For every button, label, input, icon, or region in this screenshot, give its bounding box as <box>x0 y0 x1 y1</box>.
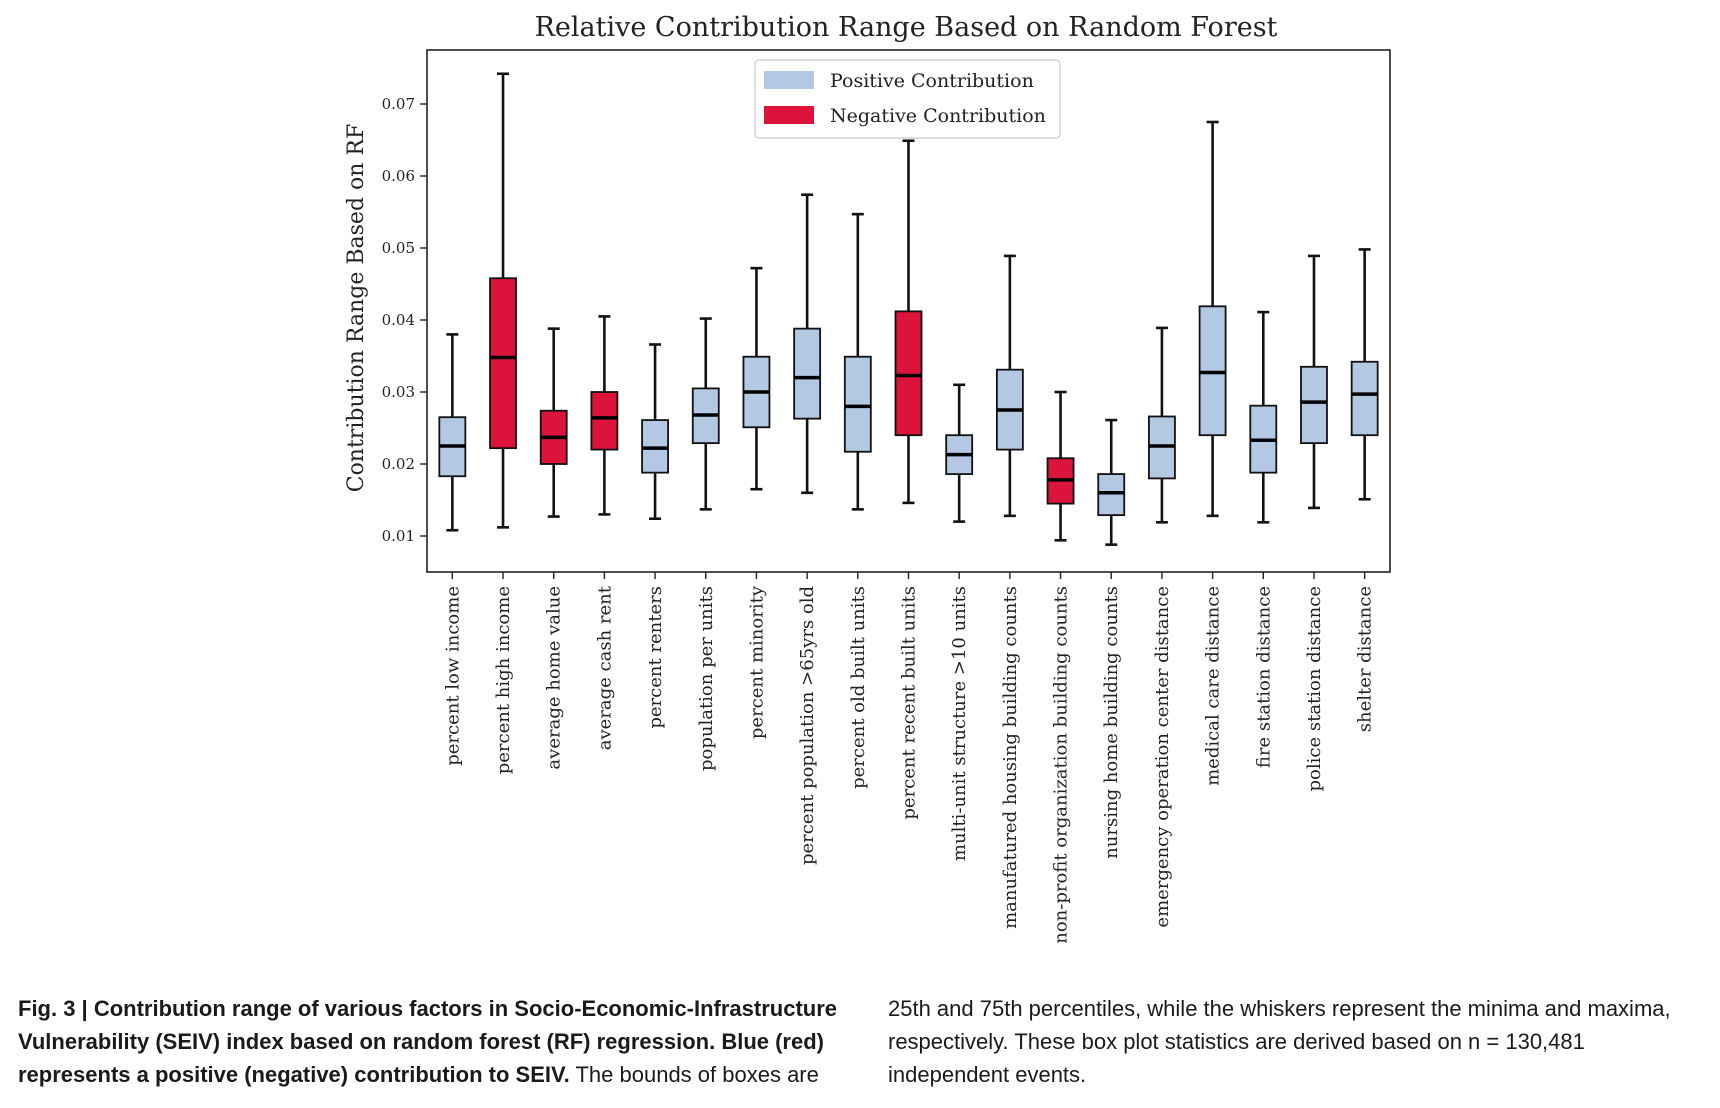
x-tick-label: manufatured housing building counts <box>1000 586 1021 929</box>
caption-left-text: The bounds of boxes are <box>569 1062 819 1087</box>
y-tick-label: 0.02 <box>382 455 415 473</box>
figure-caption-left: Fig. 3 | Contribution range of various f… <box>18 992 858 1091</box>
x-tick-label: police station distance <box>1304 586 1325 791</box>
box-positive <box>843 355 872 453</box>
box-positive <box>1097 473 1126 517</box>
x-tick-label: percent renters <box>645 586 666 729</box>
box-plot-chart: Relative Contribution Range Based on Ran… <box>344 12 1391 944</box>
box-positive <box>641 419 669 474</box>
box-positive <box>1350 360 1379 437</box>
legend-swatch <box>764 106 814 124</box>
box-positive <box>793 327 822 420</box>
x-tick-label: fire station distance <box>1253 586 1274 768</box>
y-tick-label: 0.05 <box>382 239 415 257</box>
x-tick-label: percent high income <box>493 586 514 774</box>
y-tick-label: 0.03 <box>382 383 415 401</box>
box-positive <box>1198 305 1227 437</box>
x-tick-label: nursing home building counts <box>1101 586 1122 859</box>
legend-swatch <box>764 71 814 89</box>
x-tick-label: non-profit organization building counts <box>1051 586 1072 944</box>
x-tick-label: shelter distance <box>1355 586 1376 732</box>
x-tick-label: percent minority <box>746 585 767 739</box>
legend-frame <box>754 59 1061 139</box>
plot-area: 0.01 0.02 0.03 0.04 0.05 0.06 0.07 percent low … <box>382 49 1391 944</box>
legend-label: Negative Contribution <box>830 105 1046 127</box>
legend: Positive Contribution Negative Contributi… <box>754 59 1061 139</box>
x-tick-label: average home value <box>544 586 565 770</box>
x-tick-label: emergency operation center distance <box>1152 586 1173 928</box>
chart-title: Relative Contribution Range Based on Ran… <box>535 12 1278 43</box>
box-negative <box>489 277 517 450</box>
y-tick-label: 0.01 <box>382 527 415 545</box>
box-negative <box>894 310 923 437</box>
x-tick-label: population per units <box>696 586 717 771</box>
figure-caption-right: 25th and 75th percentiles, while the whi… <box>888 996 1671 1087</box>
box-negative <box>590 391 619 451</box>
caption-bold-text: Fig. 3 | Contribution range of various f… <box>18 996 838 1087</box>
x-tick-label: percent old built units <box>848 586 869 789</box>
x-tick-label: multi-unit structure >10 units <box>949 586 970 861</box>
y-tick-label: 0.06 <box>382 167 415 185</box>
x-tick-label: percent population >65yrs old <box>797 586 818 865</box>
y-axis-label: Contribution Range Based on RF <box>344 124 369 493</box>
x-tick-label: average cash rent <box>594 585 615 750</box>
y-tick-label: 0.04 <box>382 311 415 329</box>
x-tick-label: medical care distance <box>1203 586 1224 786</box>
legend-label: Positive Contribution <box>830 70 1034 92</box>
x-tick-label: percent low income <box>442 586 463 766</box>
y-tick-label: 0.07 <box>382 95 415 113</box>
x-tick-label: percent recent built units <box>899 586 920 820</box>
box-positive <box>1300 365 1328 445</box>
